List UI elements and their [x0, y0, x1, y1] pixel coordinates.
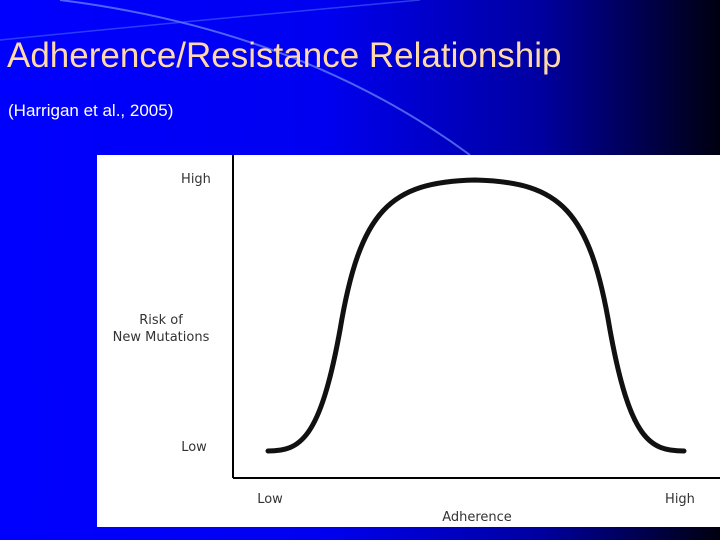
x-low-label: Low	[257, 492, 283, 507]
slide-title: Adherence/Resistance Relationship	[7, 36, 562, 75]
curve	[265, 177, 687, 454]
y-axis-title: Risk of	[139, 313, 183, 328]
x-axis-title: Adherence	[442, 510, 512, 525]
figure-background	[97, 155, 720, 527]
y-axis-title: New Mutations	[113, 330, 210, 345]
x-high-label: High	[665, 492, 695, 507]
y-high-label: High	[181, 172, 211, 187]
slide-subtitle: (Harrigan et al., 2005)	[8, 101, 174, 120]
y-low-label: Low	[181, 440, 207, 455]
